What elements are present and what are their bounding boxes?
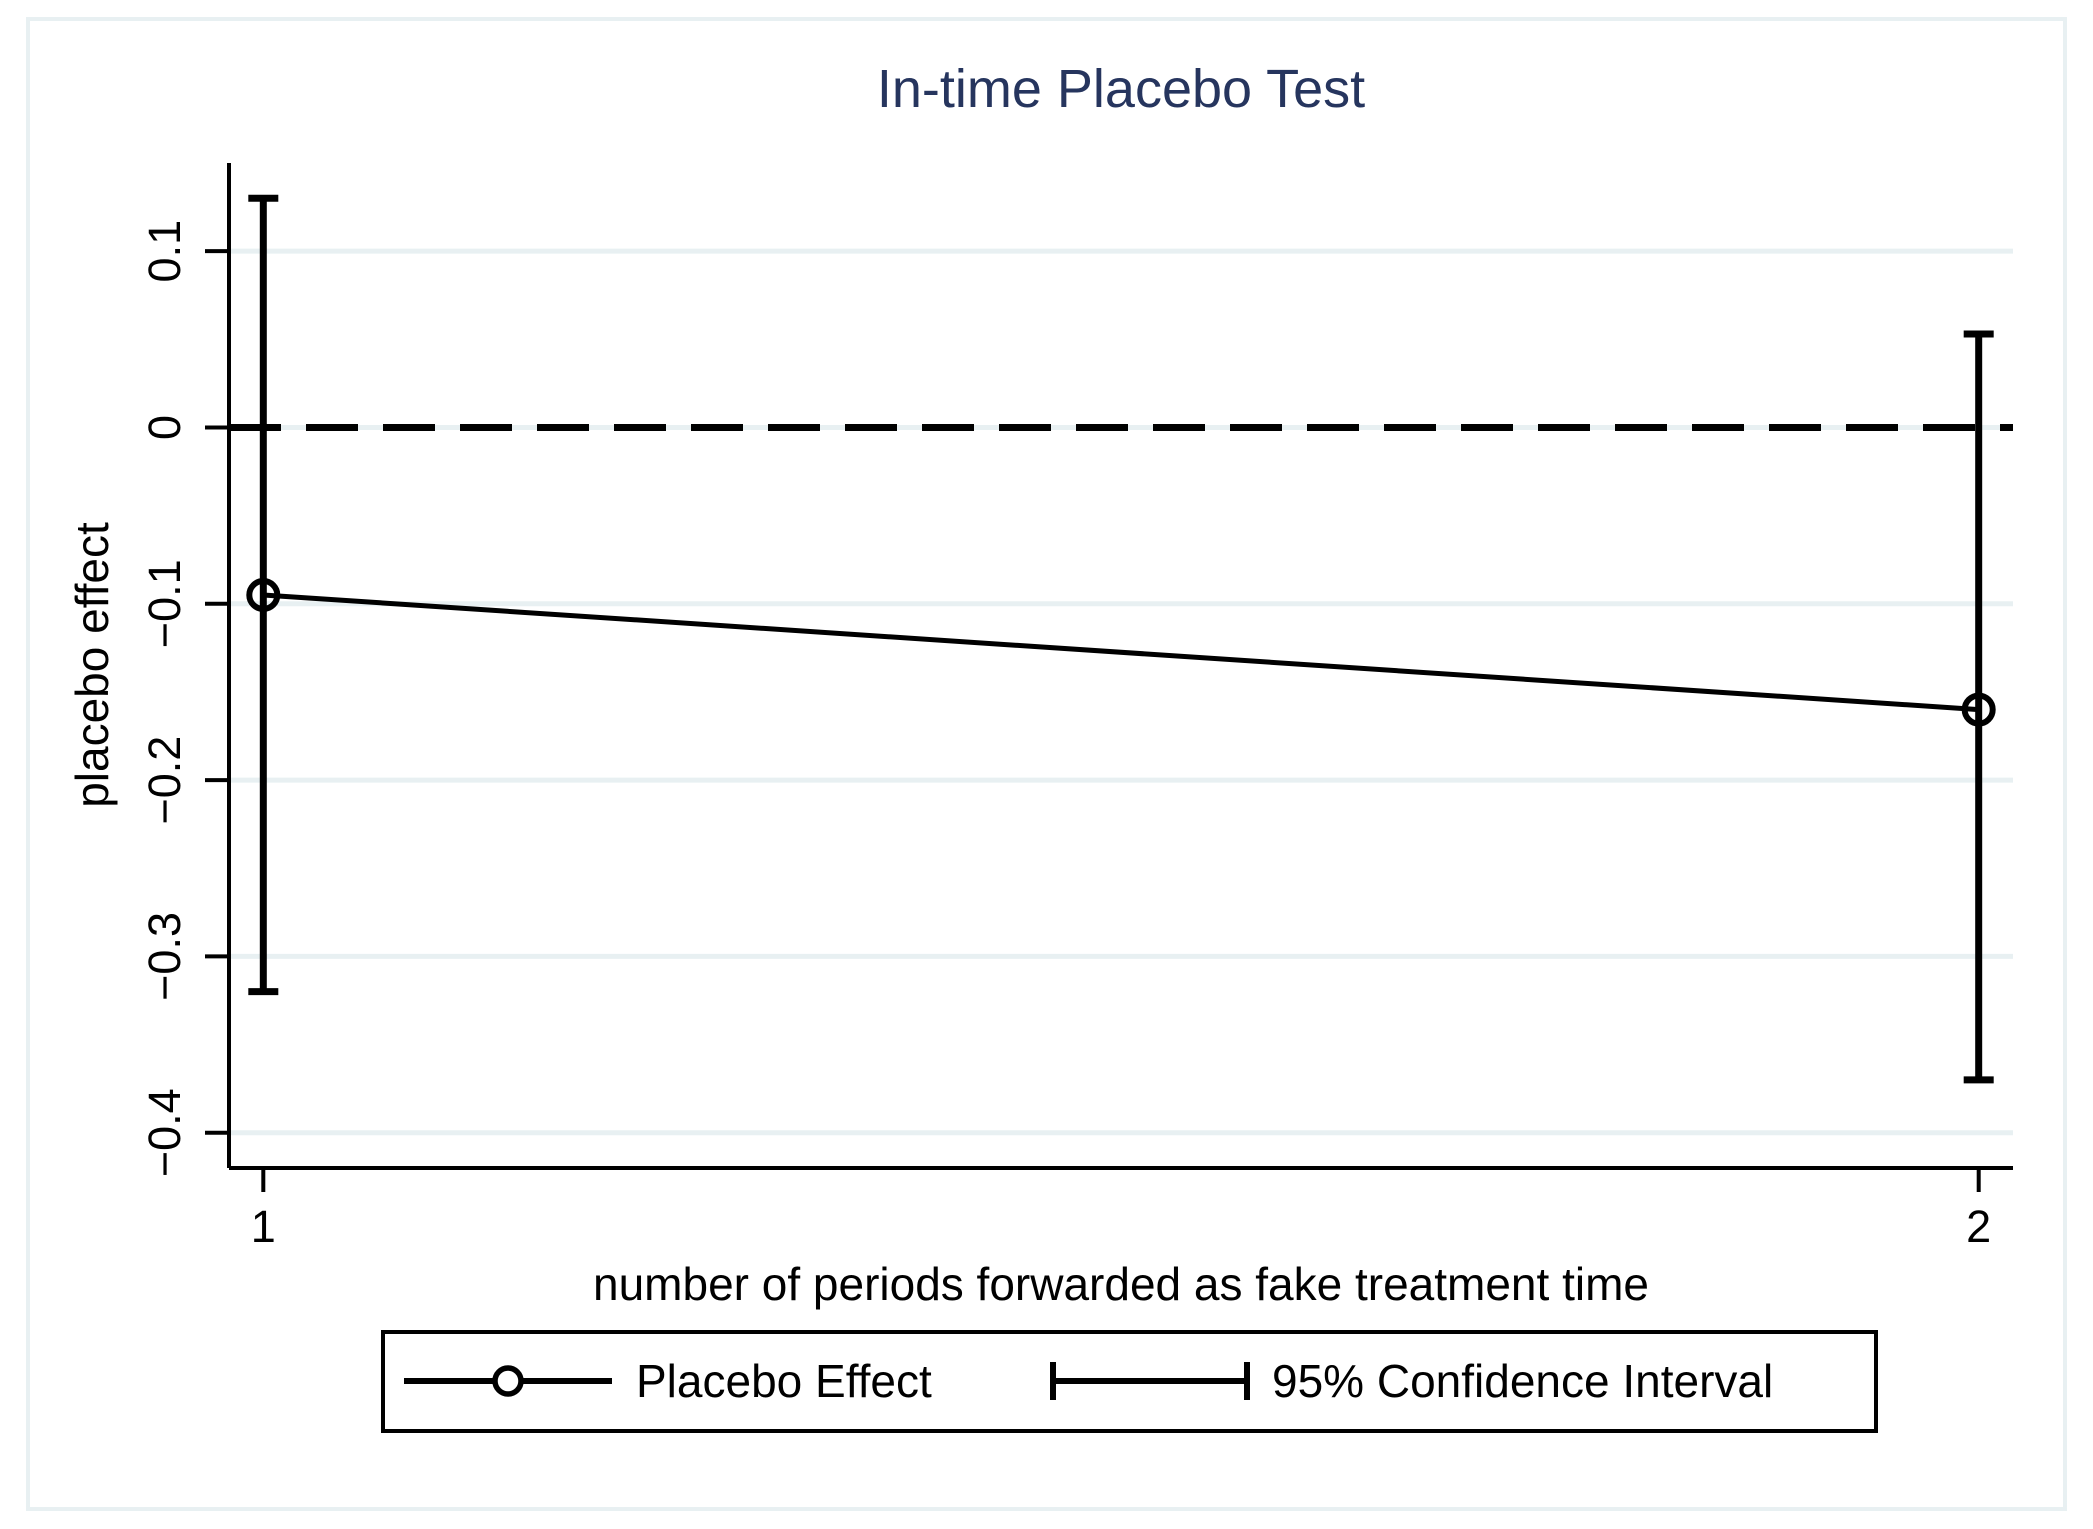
data-point-marker: [1961, 692, 1996, 727]
legend: Placebo Effect 95% Confidence Interval: [381, 1330, 1878, 1433]
y-axis-label: placebo effect: [66, 522, 118, 808]
x-tick-label: 1: [251, 1201, 276, 1252]
y-tick-label: 0.1: [139, 220, 190, 283]
placebo-effect-line: [263, 592, 1979, 713]
placebo-effect-swatch-icon: [404, 1365, 612, 1397]
data-point-marker: [246, 577, 281, 612]
y-tick-label: 0: [139, 415, 190, 440]
plot-area: 0.1 0 −0.1 −0.2 −0.3 −0.4 1 2: [26, 17, 2067, 1511]
y-tick-label: −0.4: [139, 1088, 190, 1177]
graph-frame: [26, 17, 2067, 1511]
y-tick-label: −0.2: [139, 736, 190, 825]
y-tick-label: −0.1: [139, 559, 190, 648]
x-axis-label: number of periods forwarded as fake trea…: [593, 1258, 1649, 1310]
legend-label-confidence-interval: 95% Confidence Interval: [1272, 1355, 1773, 1407]
confidence-interval-swatch-icon: [1050, 1362, 1250, 1400]
chart-title: In-time Placebo Test: [877, 59, 1365, 119]
x-tick-label: 2: [1966, 1201, 1991, 1252]
legend-label-placebo-effect: Placebo Effect: [636, 1355, 932, 1407]
y-tick-label: −0.3: [139, 912, 190, 1001]
